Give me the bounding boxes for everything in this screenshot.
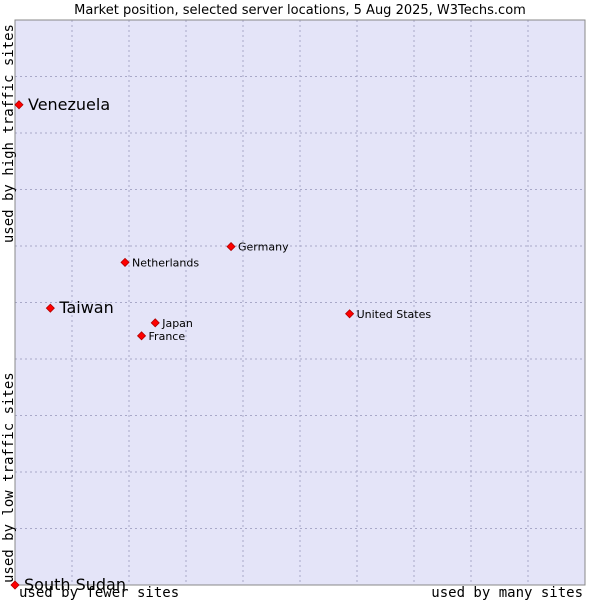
data-point-venezuela [14, 100, 24, 110]
data-point-united-states [345, 309, 355, 319]
data-point-japan [150, 318, 160, 328]
data-label-venezuela: Venezuela [28, 95, 110, 114]
x-axis-label-high: used by many sites [431, 585, 583, 600]
data-label-taiwan: Taiwan [58, 298, 113, 317]
data-point-south-sudan [10, 580, 20, 590]
data-label-netherlands: Netherlands [132, 256, 199, 269]
data-label-france: France [149, 330, 186, 343]
data-point-france [136, 331, 147, 341]
x-axis-label-low: used by fewer sites [19, 585, 179, 600]
grid-lines [15, 20, 585, 585]
data-point-germany [226, 241, 236, 252]
data-label-south-sudan: South Sudan [24, 575, 126, 594]
data-point-netherlands [120, 257, 130, 267]
data-label-japan: Japan [161, 317, 193, 330]
plot-border [14, 19, 586, 586]
y-axis-label-high: used by high traffic sites [1, 24, 17, 243]
data-points: Venezuela Germany Netherlands Taiwan United … [10, 95, 432, 594]
y-axis-label-low: used by low traffic sites [1, 372, 17, 583]
data-point-taiwan [45, 303, 55, 313]
data-label-united-states: United States [357, 308, 432, 321]
chart-title: Market position, selected server locatio… [74, 3, 526, 18]
data-label-germany: Germany [238, 241, 289, 254]
